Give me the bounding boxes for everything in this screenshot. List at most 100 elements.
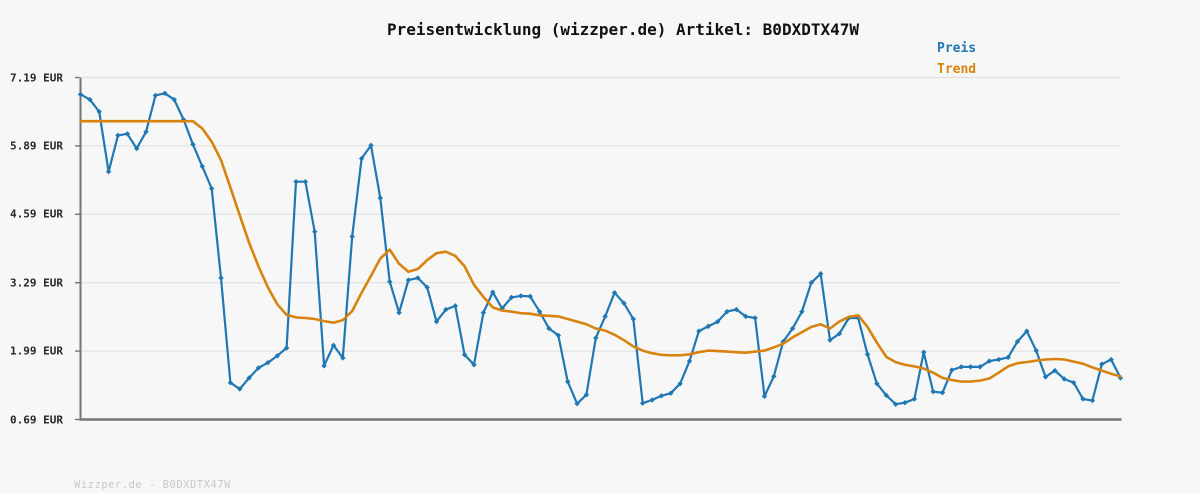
price-marker — [668, 390, 674, 396]
price-marker — [396, 309, 402, 316]
price-marker — [752, 315, 758, 321]
price-marker — [1108, 356, 1114, 363]
price-marker — [536, 308, 543, 315]
price-marker — [321, 363, 327, 369]
price-marker — [789, 325, 796, 332]
legend: Preis Trend — [937, 38, 976, 80]
price-marker — [218, 275, 224, 281]
price-marker — [743, 313, 749, 320]
price-marker — [124, 131, 131, 137]
price-marker — [1061, 376, 1067, 382]
price-marker — [1033, 347, 1039, 354]
price-marker — [386, 278, 393, 285]
price-marker — [1070, 379, 1077, 386]
price-line — [79, 92, 1122, 406]
price-marker — [995, 356, 1002, 363]
price-marker — [96, 109, 102, 115]
price-marker — [349, 233, 355, 240]
price-marker — [199, 163, 206, 170]
price-marker — [377, 195, 384, 201]
price-marker — [424, 284, 430, 291]
price-marker — [508, 294, 515, 301]
price-marker — [593, 335, 599, 341]
price-marker — [1099, 361, 1105, 367]
price-marker — [105, 168, 112, 175]
legend-item-trend: Trend — [937, 62, 977, 77]
y-axis-label: 4.59 EUR — [10, 207, 63, 221]
price-marker — [836, 331, 843, 337]
price-marker — [565, 378, 571, 385]
price-marker — [799, 308, 805, 315]
y-axis-label: 3.29 EUR — [10, 276, 63, 290]
price-marker — [696, 328, 702, 334]
price-marker — [677, 381, 683, 387]
price-marker — [443, 306, 449, 313]
price-marker — [864, 351, 871, 357]
price-marker — [265, 359, 271, 366]
legend-item-preis: Preis — [937, 41, 977, 56]
price-marker — [827, 337, 833, 343]
price-marker — [930, 388, 936, 395]
price-marker — [77, 91, 84, 98]
watermark-text: Wizzper.de - B0DXDTX47W — [74, 479, 231, 491]
price-marker — [1089, 397, 1096, 404]
price-marker — [686, 358, 693, 364]
price-marker — [939, 389, 946, 396]
price-marker — [855, 315, 861, 321]
y-axis-label: 7.19 EUR — [10, 71, 63, 84]
price-marker — [152, 92, 159, 99]
price-marker — [761, 393, 768, 400]
price-marker — [780, 338, 786, 345]
price-marker — [302, 178, 309, 185]
price-marker — [611, 289, 618, 296]
price-marker — [452, 303, 458, 309]
price-marker — [274, 353, 280, 359]
price-marker — [555, 332, 562, 339]
price-marker — [817, 271, 824, 277]
price-marker — [405, 277, 412, 283]
price-marker — [368, 142, 374, 149]
trend-line — [79, 119, 1122, 383]
price-marker — [227, 379, 234, 386]
price-marker — [977, 364, 983, 370]
price-marker — [958, 364, 964, 370]
price-marker — [283, 345, 290, 351]
price-marker — [883, 392, 889, 398]
price-marker — [724, 308, 730, 315]
price-marker — [1005, 354, 1011, 361]
price-marker — [527, 293, 533, 300]
price-marker — [1052, 367, 1058, 374]
price-marker — [87, 96, 93, 103]
price-marker — [115, 132, 121, 139]
price-marker — [518, 293, 524, 299]
price-marker — [312, 228, 318, 235]
price-marker — [892, 401, 899, 407]
price-marker — [874, 381, 880, 387]
price-marker — [808, 280, 815, 286]
price-marker — [171, 96, 177, 103]
y-axis-label: 1.99 EUR — [10, 344, 63, 358]
price-marker — [546, 325, 552, 332]
price-marker — [639, 400, 646, 406]
price-marker — [911, 396, 918, 402]
price-marker — [602, 313, 608, 320]
price-marker — [134, 145, 140, 152]
price-marker — [162, 90, 168, 96]
price-marker — [574, 401, 580, 407]
price-marker — [649, 397, 655, 403]
price-marker — [949, 367, 955, 373]
chart-title: Preisentwicklung (wizzper.de) Artikel: B… — [386, 20, 860, 39]
price-marker — [246, 375, 252, 381]
price-marker — [190, 141, 196, 148]
price-marker — [1024, 328, 1030, 334]
price-marker — [490, 289, 496, 295]
price-marker — [433, 318, 440, 325]
price-marker — [1014, 338, 1021, 345]
y-axis-label: 0.69 EUR — [10, 413, 63, 426]
price-marker — [658, 393, 665, 399]
price-marker — [967, 364, 974, 370]
price-marker — [330, 342, 337, 349]
price-marker — [583, 392, 590, 398]
price-marker — [358, 155, 365, 162]
